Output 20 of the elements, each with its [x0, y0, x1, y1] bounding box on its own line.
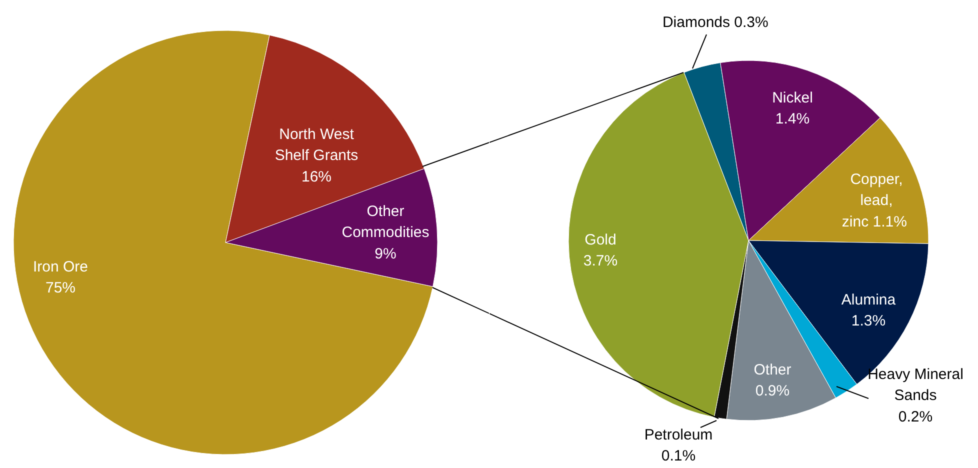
slice-label: Copper, lead, zinc 1.1% — [842, 170, 907, 230]
slice-label: Petroleum — [644, 426, 713, 444]
slice-label: Iron Ore — [32, 258, 88, 276]
slice-label: Other — [754, 361, 792, 378]
data-label: 0.9% — [755, 382, 790, 400]
data-label: 1.4% — [775, 110, 810, 128]
slice-label: Other Commodities — [342, 202, 430, 241]
slice-label: North West Shelf Grants — [274, 126, 358, 164]
data-label: 0.1% — [661, 448, 696, 465]
data-label: 9% — [374, 245, 396, 262]
slice-label: Diamonds 0.3% — [662, 14, 768, 31]
data-label: 0.2% — [898, 408, 933, 426]
slice-label: Nickel — [772, 89, 813, 106]
slice-label: Alumina — [841, 291, 896, 308]
slice-label: Heavy Mineral Sands — [868, 366, 964, 404]
data-label: 75% — [45, 280, 76, 297]
data-label: 16% — [301, 168, 332, 186]
slice-label: Gold — [584, 231, 616, 248]
data-label: 1.3% — [851, 312, 886, 330]
data-label: 3.7% — [583, 252, 618, 270]
